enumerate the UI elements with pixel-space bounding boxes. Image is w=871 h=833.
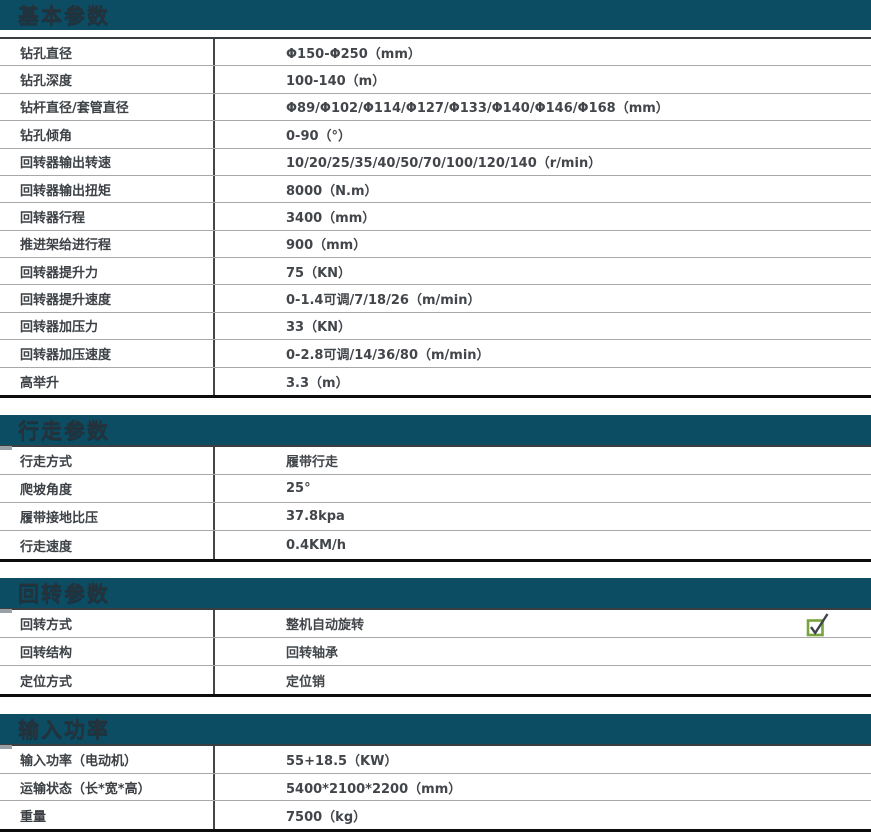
- spec-label: 钻杆直径/套管直径: [0, 93, 215, 121]
- spec-row: 回转方式 整机自动旋转: [0, 610, 871, 638]
- spec-row: 履带接地比压 37.8kpa: [0, 503, 871, 531]
- spec-label: 运输状态（长*宽*高）: [0, 773, 215, 801]
- spec-table: 钻孔直径 Φ150-Φ250（mm） 钻孔深度 100-140（m） 钻杆直径/…: [0, 37, 871, 398]
- spec-label: 定位方式: [0, 666, 215, 694]
- spec-value: 5400*2100*2200（mm）: [286, 781, 462, 797]
- header-edge-artifact: [0, 446, 12, 450]
- spec-label: 回转器加压速度: [0, 340, 215, 367]
- spec-section: 回转参数 回转方式 整机自动旋转 回转结构 回转轴承 定位方式 定位销: [0, 578, 871, 697]
- spec-row: 钻孔深度 100-140（m）: [0, 66, 871, 94]
- spec-row: 回转器提升速度 0-1.4可调/7/18/26（m/min）: [0, 285, 871, 313]
- spec-row: 高举升 3.3（m）: [0, 367, 871, 395]
- spec-row: 回转器加压速度 0-2.8可调/14/36/80（m/min）: [0, 340, 871, 368]
- spec-label: 回转结构: [0, 638, 215, 665]
- spec-value: 回转轴承: [286, 646, 339, 661]
- spec-label: 回转器提升力: [0, 258, 215, 285]
- spec-label: 行走速度: [0, 531, 215, 559]
- spec-label: 重量: [0, 801, 215, 830]
- spec-section: 行走参数 行走方式 履带行走 爬坡角度 25° 履带接地比压 37.8kpa 行…: [0, 415, 871, 562]
- spec-value: 100-140（m）: [286, 74, 386, 90]
- spec-value: 履带行走: [286, 455, 339, 470]
- spec-value: Φ89/Φ102/Φ114/Φ127/Φ133/Φ140/Φ146/Φ168（m…: [286, 101, 669, 117]
- spec-row: 定位方式 定位销: [0, 666, 871, 694]
- spec-row: 运输状态（长*宽*高） 5400*2100*2200（mm）: [0, 773, 871, 802]
- spec-label: 回转器输出扭矩: [0, 175, 215, 203]
- spec-value: 3400（mm）: [286, 210, 376, 226]
- spec-table: 输入功率（电动机） 55+18.5（KW） 运输状态（长*宽*高） 5400*2…: [0, 744, 871, 833]
- spec-row: 推进架给进行程 900（mm）: [0, 230, 871, 258]
- spec-label: 回转方式: [0, 610, 215, 637]
- spec-value: 0-1.4可调/7/18/26（m/min）: [286, 293, 481, 309]
- spec-section: 基本参数 钻孔直径 Φ150-Φ250（mm） 钻孔深度 100-140（m） …: [0, 0, 871, 398]
- spec-value: 75（KN）: [286, 265, 352, 281]
- spec-label: 高举升: [0, 367, 215, 395]
- spec-label: 爬坡角度: [0, 475, 215, 502]
- spec-row: 钻孔倾角 0-90（°）: [0, 121, 871, 149]
- spec-value: 55+18.5（KW）: [286, 753, 398, 769]
- spec-label: 钻孔倾角: [0, 121, 215, 148]
- section-title: 输入功率: [18, 718, 110, 742]
- spec-value: 37.8kpa: [286, 509, 345, 524]
- spec-table: 回转方式 整机自动旋转 回转结构 回转轴承 定位方式 定位销: [0, 608, 871, 697]
- spec-label: 回转器行程: [0, 203, 215, 230]
- spec-row: 回转器加压力 33（KN）: [0, 312, 871, 341]
- spec-value: 8000（N.m）: [286, 183, 378, 199]
- spec-label: 行走方式: [0, 447, 215, 474]
- spec-value: Φ150-Φ250（mm）: [286, 46, 421, 62]
- spec-value: 0.4KM/h: [286, 537, 347, 553]
- spec-label: 钻孔直径: [0, 39, 215, 66]
- spec-row: 回转结构 回转轴承: [0, 638, 871, 666]
- spec-row: 行走速度 0.4KM/h: [0, 531, 871, 559]
- spec-row: 钻杆直径/套管直径 Φ89/Φ102/Φ114/Φ127/Φ133/Φ140/Φ…: [0, 93, 871, 122]
- spec-value: 7500（kg）: [286, 809, 367, 825]
- section-header: 行走参数: [0, 415, 871, 445]
- spec-label: 履带接地比压: [0, 503, 215, 530]
- spec-section: 输入功率 输入功率（电动机） 55+18.5（KW） 运输状态（长*宽*高） 5…: [0, 714, 871, 833]
- spec-row: 行走方式 履带行走: [0, 447, 871, 475]
- section-title: 行走参数: [18, 419, 110, 443]
- spec-row: 回转器行程 3400（mm）: [0, 203, 871, 231]
- spec-value: 900（mm）: [286, 238, 367, 254]
- spec-label: 回转器提升速度: [0, 285, 215, 312]
- spec-table: 行走方式 履带行走 爬坡角度 25° 履带接地比压 37.8kpa 行走速度 0…: [0, 445, 871, 562]
- spec-value: 定位销: [286, 674, 326, 690]
- section-header: 回转参数: [0, 578, 871, 608]
- section-header: 基本参数: [0, 0, 871, 30]
- header-edge-artifact: [0, 745, 12, 749]
- header-edge-artifact: [0, 609, 12, 613]
- section-title: 回转参数: [18, 582, 110, 606]
- spec-row: 回转器输出转速 10/20/25/35/40/50/70/100/120/140…: [0, 148, 871, 176]
- spec-value: 10/20/25/35/40/50/70/100/120/140（r/min）: [286, 156, 602, 172]
- spec-row: 重量 7500（kg）: [0, 801, 871, 830]
- section-title: 基本参数: [18, 4, 110, 28]
- spec-value: 25°: [286, 481, 311, 496]
- spec-label: 输入功率（电动机）: [0, 746, 215, 773]
- spec-value: 整机自动旋转: [286, 618, 365, 633]
- spec-row: 钻孔直径 Φ150-Φ250（mm）: [0, 39, 871, 67]
- section-header: 输入功率: [0, 714, 871, 744]
- spec-row: 输入功率（电动机） 55+18.5（KW）: [0, 746, 871, 774]
- spec-row: 爬坡角度 25°: [0, 475, 871, 503]
- spec-value: 3.3（m）: [286, 375, 349, 391]
- spec-value: 0-2.8可调/14/36/80（m/min）: [286, 347, 490, 363]
- spec-value: 0-90（°）: [286, 128, 352, 144]
- spec-row: 回转器输出扭矩 8000（N.m）: [0, 175, 871, 204]
- spec-row: 回转器提升力 75（KN）: [0, 258, 871, 286]
- spec-label: 回转器输出转速: [0, 148, 215, 175]
- spec-label: 回转器加压力: [0, 312, 215, 340]
- spec-label: 钻孔深度: [0, 66, 215, 93]
- checked-checkbox-icon: [804, 610, 830, 638]
- spec-value: 33（KN）: [286, 320, 352, 336]
- spec-label: 推进架给进行程: [0, 230, 215, 257]
